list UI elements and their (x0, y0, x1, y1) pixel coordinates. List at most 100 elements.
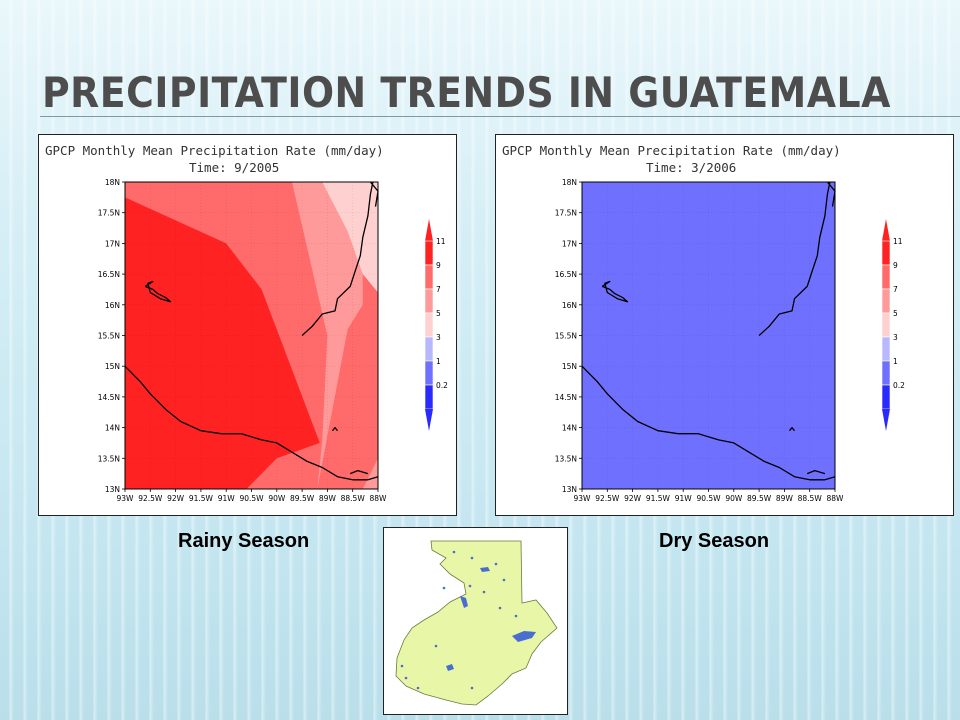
water-spot-1 (470, 556, 474, 560)
colorbar-label-2: 7 (893, 285, 898, 294)
colorbar-swatch-2 (424, 288, 434, 314)
y-tick-label-10: 18N (105, 178, 120, 187)
y-tick-label-3: 14.5N (98, 393, 120, 402)
colorbar-swatch-3 (424, 312, 434, 338)
colorbar-label-3: 5 (436, 309, 441, 318)
island-mark (331, 426, 339, 432)
water-features (400, 550, 518, 690)
gulf-mark (349, 469, 369, 475)
colorbar-swatch-5 (881, 360, 891, 386)
y-tick-label-10: 18N (562, 178, 577, 187)
y-tick-label-4: 15N (105, 362, 120, 371)
colorbar-swatch-1 (424, 264, 434, 290)
colorbar-bottom-arrow (882, 409, 890, 431)
x-tick-label-8: 89W (776, 494, 794, 503)
water-spot-8 (514, 614, 518, 618)
pacific-coastline (581, 365, 836, 481)
colorbar-label-5: 1 (893, 357, 898, 366)
pacific-coastline (124, 365, 379, 481)
y-tick-label-5: 15.5N (98, 332, 120, 341)
y-tick-label-6: 16N (105, 301, 120, 310)
y-tick-label-9: 17.5N (98, 209, 120, 218)
y-tick-label-4: 15N (562, 362, 577, 371)
y-tick-label-1: 13.5N (555, 454, 577, 463)
colorbar-swatch-6 (881, 384, 891, 410)
water-spot-9 (404, 676, 408, 680)
colorbar-label-4: 3 (893, 333, 898, 342)
river-usumacinta (460, 596, 468, 608)
caribbean-coastline (758, 181, 831, 336)
x-tick-label-7: 89.5W (290, 494, 315, 503)
y-tick-label-7: 16.5N (555, 270, 577, 279)
colorbar-swatch-5 (424, 360, 434, 386)
x-tick-label-2: 92W (167, 494, 185, 503)
chart-header: GPCP Monthly Mean Precipitation Rate (mm… (45, 143, 384, 158)
coastlines (581, 181, 836, 481)
x-tick-label-9: 88.5W (798, 494, 823, 503)
colorbar-label-3: 5 (893, 309, 898, 318)
x-tick-label-6: 90W (268, 494, 286, 503)
guatemala-land (395, 540, 558, 706)
y-tick-label-5: 15.5N (555, 332, 577, 341)
colorbar-label-2: 7 (436, 285, 441, 294)
chart-time: Time: 3/2006 (646, 160, 736, 175)
slide-title: PRECIPITATION TRENDS IN GUATEMALA (42, 68, 891, 117)
contour-region-2 (322, 182, 378, 293)
background-contour (582, 182, 835, 489)
dry-season-plot: GPCP Monthly Mean Precipitation Rate (mm… (495, 134, 954, 516)
colorbar-top-arrow (425, 219, 433, 241)
x-tick-label-1: 92.5W (595, 494, 620, 503)
x-tick-label-3: 91.5W (189, 494, 214, 503)
x-tick-label-4: 91W (675, 494, 693, 503)
water-spot-7 (498, 606, 502, 610)
dry-season-caption: Dry Season (659, 530, 770, 552)
y-tick-label-8: 17N (105, 239, 120, 248)
x-tick-label-10: 88W (827, 494, 845, 503)
plot-svg: GPCP Monthly Mean Precipitation Rate (mm… (502, 143, 905, 503)
lake-atitlan (446, 664, 454, 671)
water-spot-12 (434, 644, 438, 648)
guatemala-map (383, 527, 568, 715)
colorbar-label-6: 0.2 (893, 381, 905, 390)
contour-region-1 (292, 182, 363, 489)
colorbar-label-0: 11 (893, 237, 903, 246)
colorbar-swatch-1 (881, 264, 891, 290)
y-tick-label-2: 14N (562, 424, 577, 433)
y-tick-label-1: 13.5N (98, 454, 120, 463)
x-tick-label-7: 89.5W (747, 494, 772, 503)
x-tick-label-5: 90.5W (239, 494, 264, 503)
water-spot-13 (470, 686, 474, 690)
y-tick-label-3: 14.5N (555, 393, 577, 402)
x-tick-label-3: 91.5W (646, 494, 671, 503)
x-tick-label-5: 90.5W (696, 494, 721, 503)
lake-outline (144, 280, 172, 303)
chart-header: GPCP Monthly Mean Precipitation Rate (mm… (502, 143, 841, 158)
y-tick-label-6: 16N (562, 301, 577, 310)
contour-region-3 (362, 458, 378, 489)
water-spot-5 (468, 584, 472, 588)
colorbar-swatch-3 (881, 312, 891, 338)
colorbar-swatch-6 (424, 384, 434, 410)
rainy-season-plot: GPCP Monthly Mean Precipitation Rate (mm… (38, 134, 457, 516)
colorbar-label-5: 1 (436, 357, 441, 366)
lake-peten-itza (480, 567, 490, 572)
y-tick-label-8: 17N (562, 239, 577, 248)
x-tick-label-0: 93W (574, 494, 592, 503)
x-tick-label-10: 88W (370, 494, 388, 503)
water-spot-4 (442, 586, 446, 590)
x-tick-label-6: 90W (725, 494, 743, 503)
colorbar-label-1: 9 (436, 261, 441, 270)
chart-time: Time: 9/2005 (189, 160, 279, 175)
caribbean-coastline (301, 181, 374, 336)
water-spot-6 (482, 590, 486, 594)
colorbar-swatch-0 (424, 240, 434, 266)
x-tick-label-8: 89W (319, 494, 337, 503)
x-tick-label-4: 91W (218, 494, 236, 503)
colorbar-label-1: 9 (893, 261, 898, 270)
water-spot-2 (494, 562, 498, 566)
colorbar-bottom-arrow (425, 409, 433, 431)
colorbar-swatch-2 (881, 288, 891, 314)
colorbar (881, 219, 891, 431)
colorbar-swatch-0 (881, 240, 891, 266)
colorbar-label-6: 0.2 (436, 381, 448, 390)
